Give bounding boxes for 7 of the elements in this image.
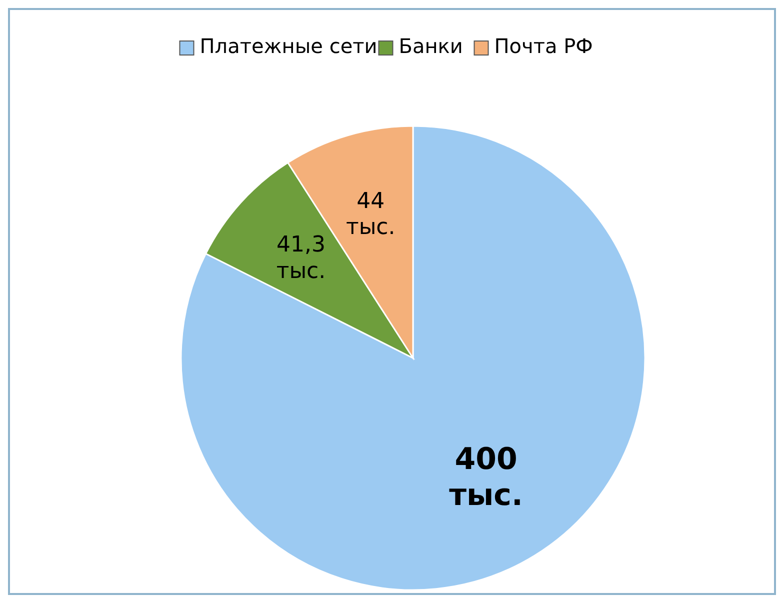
pie-slice <box>180 125 646 591</box>
legend-label: Почта РФ <box>494 34 593 58</box>
data-label: 400 тыс. <box>449 442 523 514</box>
data-label: 41,3 тыс. <box>276 232 326 284</box>
legend-label: Банки <box>398 34 463 58</box>
data-label: 44 тыс. <box>346 188 396 240</box>
legend-label: Платежные сети <box>200 34 378 58</box>
